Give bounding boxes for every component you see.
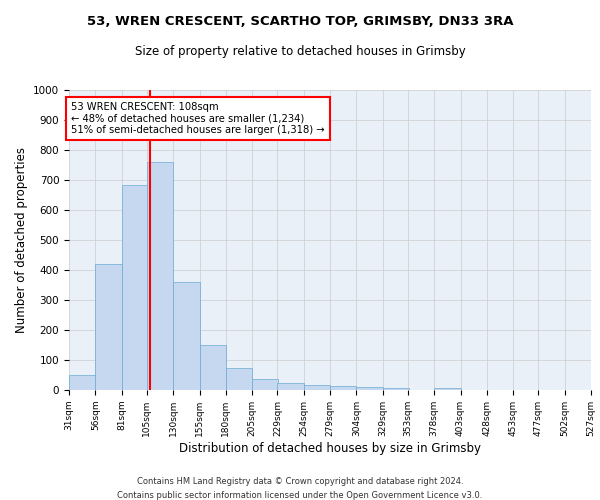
Bar [147,162,173,390]
Bar [252,378,278,390]
Bar [304,384,330,390]
Text: Size of property relative to detached houses in Grimsby: Size of property relative to detached ho… [134,45,466,58]
Bar [330,386,356,390]
Text: Contains public sector information licensed under the Open Government Licence v3: Contains public sector information licen… [118,491,482,500]
Text: Contains HM Land Registry data © Crown copyright and database right 2024.: Contains HM Land Registry data © Crown c… [137,478,463,486]
Bar [69,375,95,390]
Bar [173,282,199,390]
Bar [434,388,461,390]
X-axis label: Distribution of detached houses by size in Grimsby: Distribution of detached houses by size … [179,442,481,454]
Bar [226,368,252,390]
Text: 53, WREN CRESCENT, SCARTHO TOP, GRIMSBY, DN33 3RA: 53, WREN CRESCENT, SCARTHO TOP, GRIMSBY,… [87,15,513,28]
Bar [122,184,148,390]
Bar [356,387,383,390]
Bar [383,388,409,390]
Bar [277,382,304,390]
Text: 53 WREN CRESCENT: 108sqm
← 48% of detached houses are smaller (1,234)
51% of sem: 53 WREN CRESCENT: 108sqm ← 48% of detach… [71,102,325,135]
Y-axis label: Number of detached properties: Number of detached properties [14,147,28,333]
Bar [199,345,226,390]
Bar [95,264,122,390]
